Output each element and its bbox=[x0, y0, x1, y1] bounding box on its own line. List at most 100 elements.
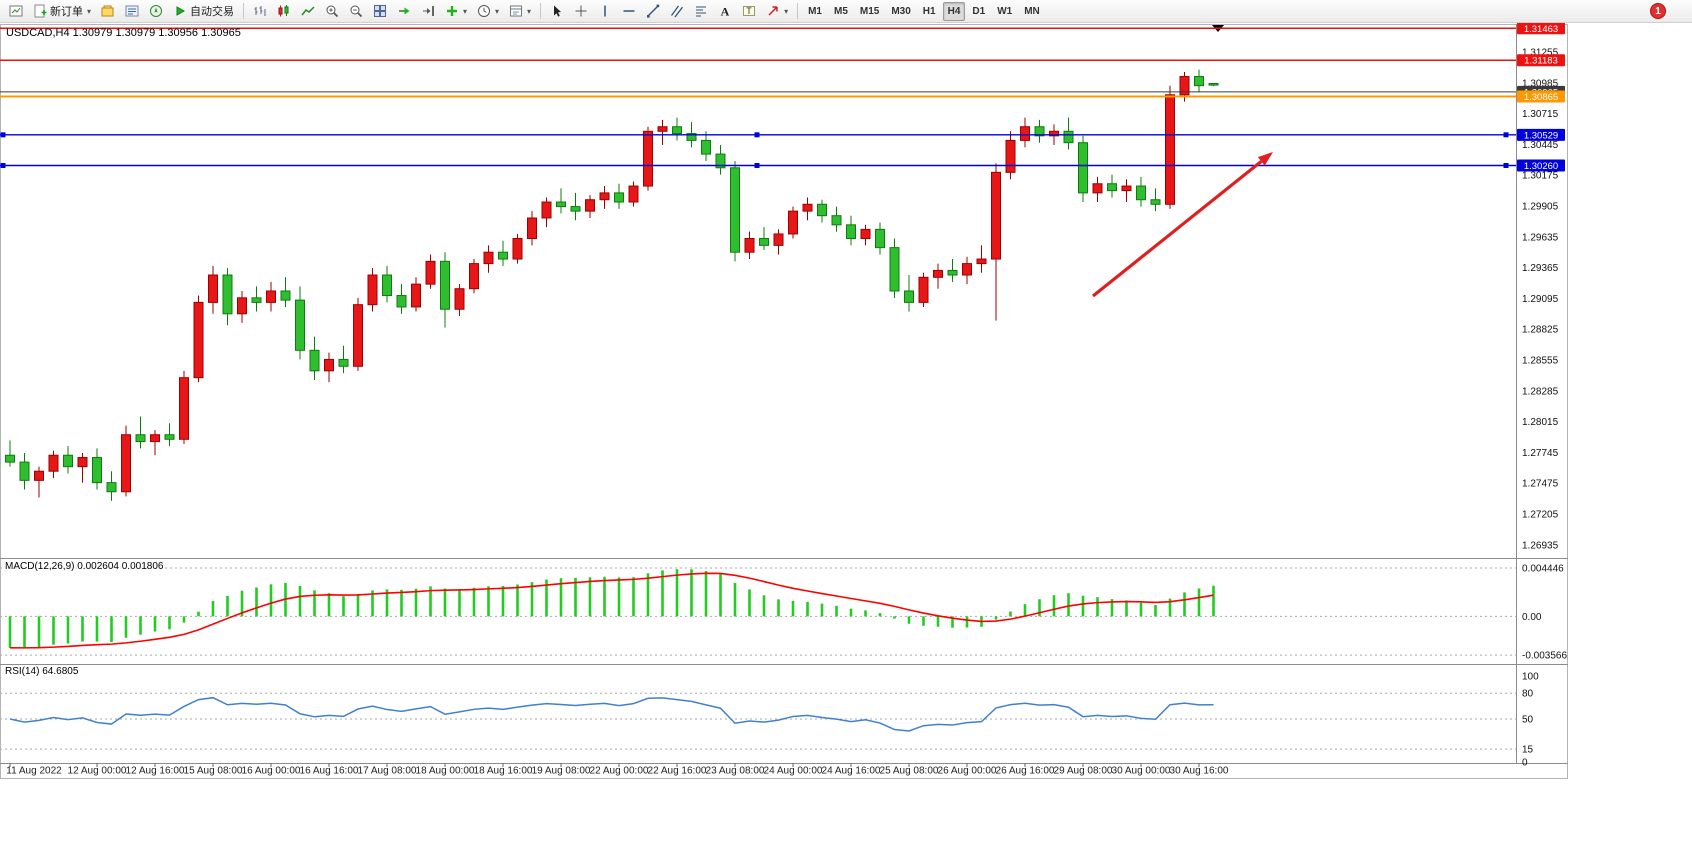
indicators-icon bbox=[445, 4, 459, 18]
price-tick-label: 1.30445 bbox=[1522, 140, 1559, 151]
trend-arrow-head[interactable] bbox=[1257, 152, 1273, 166]
line-chart-button[interactable] bbox=[297, 2, 319, 21]
auto-scroll-button[interactable] bbox=[393, 2, 415, 21]
line-handle[interactable] bbox=[754, 132, 760, 138]
macd-tick-label: 0.004446 bbox=[1522, 564, 1564, 575]
timeframe-h1-button[interactable]: H1 bbox=[918, 2, 941, 21]
time-axis-label: 17 Aug 08:00 bbox=[358, 766, 417, 777]
hline-icon bbox=[622, 4, 636, 18]
candle bbox=[846, 224, 856, 240]
navigator-icon bbox=[149, 4, 163, 18]
template-icon bbox=[509, 4, 523, 18]
candle bbox=[353, 304, 363, 367]
candle bbox=[135, 434, 146, 443]
candle bbox=[367, 274, 378, 306]
auto-trading-icon bbox=[173, 4, 187, 18]
market-watch-button[interactable] bbox=[121, 2, 143, 21]
candle bbox=[1034, 126, 1045, 137]
candlestick-chart-button[interactable] bbox=[273, 2, 295, 21]
toolbar-separator bbox=[243, 3, 245, 19]
candle bbox=[976, 258, 987, 265]
candle bbox=[266, 290, 276, 303]
candle bbox=[382, 274, 392, 297]
horizontal-line-button[interactable] bbox=[618, 2, 640, 21]
time-axis-label: 16 Aug 00:00 bbox=[242, 766, 301, 777]
price-badge-label: 1.30260 bbox=[1524, 161, 1558, 172]
timeframe-d1-button[interactable]: D1 bbox=[967, 2, 990, 21]
timeframe-mn-button-label: MN bbox=[1024, 5, 1040, 17]
rsi-indicator-label: RSI(14) 64.6805 bbox=[5, 666, 79, 677]
timeframe-w1-button[interactable]: W1 bbox=[992, 2, 1017, 21]
vertical-line-button[interactable] bbox=[594, 2, 616, 21]
time-axis-label: 22 Aug 00:00 bbox=[590, 766, 649, 777]
candle bbox=[179, 377, 189, 440]
new-order-button[interactable]: 新订单 ▾ bbox=[29, 2, 95, 21]
trend-arrow[interactable] bbox=[1092, 160, 1263, 298]
candle bbox=[237, 297, 247, 315]
indicators-button[interactable]: ▾ bbox=[441, 2, 471, 21]
price-tick-label: 1.30175 bbox=[1522, 171, 1559, 182]
trendline-button[interactable] bbox=[642, 2, 664, 21]
candle bbox=[425, 260, 436, 285]
timeframe-m30-button[interactable]: M30 bbox=[886, 2, 915, 21]
line-handle[interactable] bbox=[0, 132, 6, 138]
line-handle[interactable] bbox=[754, 163, 760, 169]
navigator-button[interactable] bbox=[145, 2, 167, 21]
timeframe-m1-button[interactable]: M1 bbox=[803, 2, 827, 21]
chart-shift-button[interactable] bbox=[417, 2, 439, 21]
candle bbox=[77, 457, 88, 468]
line-handle[interactable] bbox=[0, 163, 6, 169]
trendline-icon bbox=[646, 4, 660, 18]
timeframe-h4-button[interactable]: H4 bbox=[942, 1, 966, 21]
text-label-icon: T bbox=[742, 4, 756, 18]
time-axis-label: 30 Aug 16:00 bbox=[1170, 766, 1229, 777]
chart-shift-icon bbox=[421, 4, 435, 18]
zoom-out-icon bbox=[349, 4, 363, 18]
periods-button[interactable]: ▾ bbox=[473, 2, 503, 21]
auto-trading-button[interactable]: 自动交易 bbox=[169, 2, 238, 21]
candle bbox=[309, 349, 320, 372]
candle bbox=[831, 215, 842, 226]
candle bbox=[527, 217, 537, 240]
templates-button[interactable]: ▾ bbox=[505, 2, 535, 21]
new-chart-button[interactable] bbox=[5, 2, 27, 21]
candle bbox=[1078, 142, 1088, 194]
price-tick-label: 1.26935 bbox=[1522, 540, 1559, 551]
profiles-button[interactable] bbox=[97, 2, 119, 21]
time-axis-label: 19 Aug 08:00 bbox=[532, 766, 591, 777]
candle bbox=[498, 251, 508, 260]
cursor-button[interactable] bbox=[546, 2, 568, 21]
time-axis-label: 24 Aug 16:00 bbox=[822, 766, 881, 777]
candle bbox=[788, 210, 798, 235]
line-handle[interactable] bbox=[1503, 132, 1509, 138]
candle bbox=[860, 228, 871, 240]
zoom-in-button[interactable] bbox=[321, 2, 343, 21]
text-label-button[interactable]: T bbox=[738, 2, 760, 21]
arrows-button[interactable]: ▾ bbox=[762, 2, 792, 21]
fibonacci-button[interactable] bbox=[690, 2, 712, 21]
price-badge-label: 1.30529 bbox=[1524, 130, 1558, 141]
notification-badge[interactable]: 1 bbox=[1650, 3, 1666, 19]
timeframe-m5-button[interactable]: M5 bbox=[829, 2, 853, 21]
price-tick-label: 1.29905 bbox=[1522, 202, 1559, 213]
timeframe-mn-button[interactable]: MN bbox=[1019, 2, 1045, 21]
line-handle[interactable] bbox=[1503, 163, 1509, 169]
candle bbox=[1063, 130, 1074, 144]
caret-down-icon: ▾ bbox=[527, 6, 532, 16]
timeframe-m15-button[interactable]: M15 bbox=[855, 2, 884, 21]
candle bbox=[440, 260, 450, 310]
new-chart-icon bbox=[9, 4, 23, 18]
bar-chart-button[interactable] bbox=[249, 2, 271, 21]
channel-button[interactable] bbox=[666, 2, 688, 21]
time-axis-label: 18 Aug 00:00 bbox=[416, 766, 475, 777]
zoom-out-button[interactable] bbox=[345, 2, 367, 21]
text-button[interactable]: A bbox=[714, 2, 736, 21]
candle bbox=[454, 288, 465, 310]
crosshair-button[interactable] bbox=[570, 2, 592, 21]
tile-windows-button[interactable] bbox=[369, 2, 391, 21]
candle bbox=[759, 238, 769, 246]
price-badge-label: 1.31183 bbox=[1524, 56, 1558, 67]
candle bbox=[628, 185, 639, 203]
